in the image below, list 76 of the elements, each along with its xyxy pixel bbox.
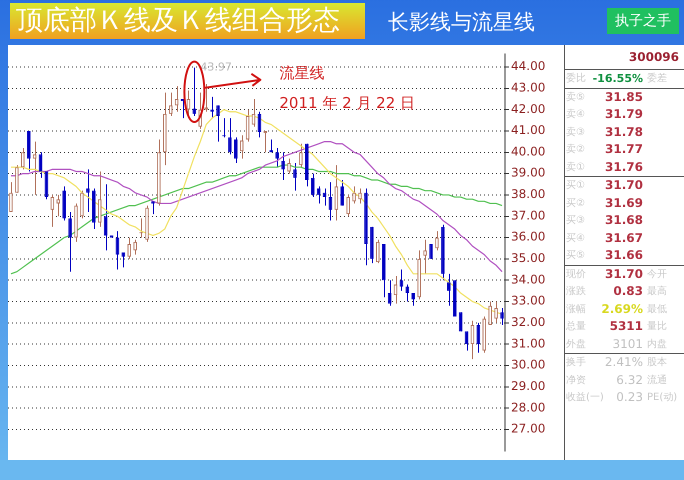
candlestick	[488, 301, 492, 326]
y-tick-label: 32.00	[511, 314, 546, 329]
candlestick	[464, 330, 468, 352]
y-tick-label: 42.00	[511, 102, 546, 116]
y-tick-label: 28.00	[511, 400, 546, 414]
y-tick-label: 33.00	[511, 294, 546, 308]
candlestick	[334, 164, 338, 222]
candlestick	[476, 322, 480, 354]
candlestick	[210, 96, 214, 119]
candlestick	[21, 148, 25, 170]
candlestick	[310, 173, 314, 198]
annotation: 43.97	[200, 60, 232, 74]
candlestick	[293, 162, 297, 192]
annotation: 2011 年 2 月 22 日	[279, 94, 416, 113]
candlestick	[470, 320, 474, 360]
y-tick-label: 35.00	[511, 251, 546, 266]
candlestick	[394, 275, 398, 304]
candlestick	[270, 138, 274, 153]
candlestick	[86, 168, 90, 212]
candlestick	[281, 152, 285, 181]
candlestick	[412, 292, 416, 306]
candlestick	[500, 307, 504, 326]
y-tick-label: 39.00	[511, 166, 546, 180]
candlestick	[216, 104, 220, 142]
candlestick	[328, 182, 332, 222]
candlestick	[252, 98, 256, 128]
y-tick-label: 36.00	[511, 230, 546, 244]
y-tick-label: 38.00	[511, 187, 546, 202]
candlestick	[98, 170, 102, 228]
candlestick	[192, 67, 196, 117]
candlestick	[228, 118, 232, 155]
candlestick	[400, 269, 404, 292]
y-tick-label: 31.00	[511, 336, 546, 350]
candlestick	[68, 211, 72, 272]
y-tick-label: 41.00	[511, 123, 546, 138]
chart-title: 顶底部Ｋ线及Ｋ线组合形态	[10, 3, 365, 39]
candlestick	[116, 230, 120, 270]
candlestick	[56, 194, 60, 217]
candlestick	[352, 186, 356, 204]
candlestick	[133, 239, 137, 256]
y-tick-label: 37.00	[511, 208, 546, 222]
candlestick	[234, 136, 238, 164]
chart-subtitle: 长影线与流星线	[388, 9, 535, 36]
annotation: 流星线	[279, 64, 324, 83]
y-tick-label: 30.00	[511, 358, 546, 372]
candlestick	[316, 186, 320, 204]
text: 执子之手	[607, 8, 679, 34]
text: 300096	[628, 49, 679, 66]
candlestick	[246, 109, 250, 142]
candlestick	[299, 143, 303, 168]
candlestick	[128, 237, 132, 260]
candlestick	[346, 194, 350, 217]
candlestick	[388, 280, 392, 306]
candlestick	[435, 230, 439, 251]
candlestick	[80, 190, 84, 219]
y-tick-label: 34.00	[511, 272, 546, 286]
candlestick	[38, 152, 42, 178]
candlestick	[494, 301, 498, 324]
candlestick	[240, 134, 244, 160]
candlestick	[168, 92, 172, 117]
candlestick	[174, 86, 178, 112]
candlestick	[447, 273, 451, 306]
candlestick	[50, 194, 54, 228]
candlestick	[258, 111, 262, 138]
candlestick	[122, 252, 126, 268]
candlestick	[44, 170, 48, 200]
y-tick-label: 43.00	[511, 80, 546, 94]
y-tick-label: 44.00	[511, 59, 546, 74]
y-tick-label: 27.00	[511, 422, 546, 436]
candlestick	[340, 180, 344, 206]
candlestick	[104, 184, 108, 251]
candlestick	[376, 239, 380, 264]
candlestick	[287, 158, 291, 174]
y-tick-label: 40.00	[511, 144, 546, 158]
candlestick	[406, 284, 410, 302]
y-tick-label: 29.00	[511, 378, 546, 393]
